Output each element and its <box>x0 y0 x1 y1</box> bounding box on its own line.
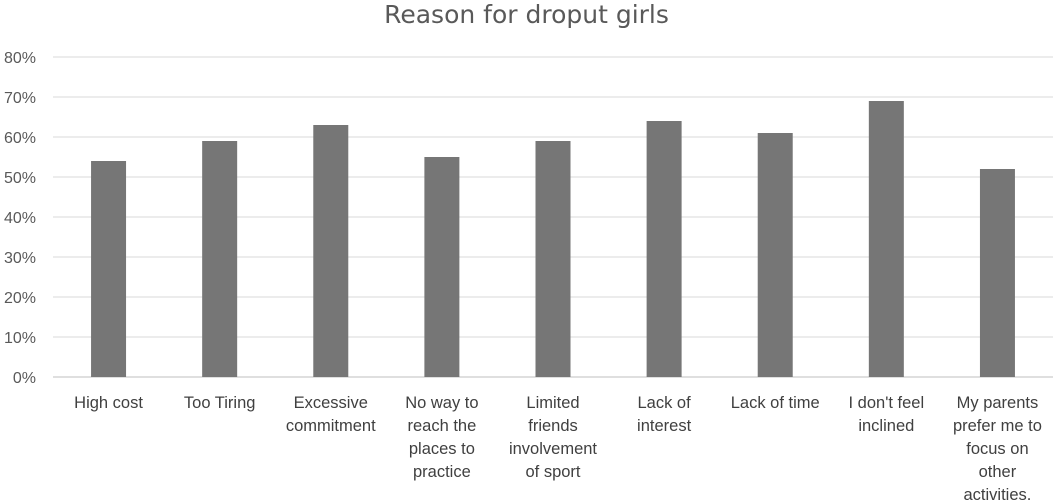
y-tick-label: 0% <box>13 370 36 387</box>
bar <box>535 141 571 377</box>
y-tick-label: 30% <box>4 250 36 267</box>
x-category-label: I don't feel inclined <box>849 394 925 435</box>
x-category-label: Limited friends involvement of sport <box>509 394 597 481</box>
y-axis-ticks: 0% 10% 20% 30% 40% 50% 60% 70% 80% <box>4 50 36 387</box>
x-category-label: My parents prefer me to focus on other activ… <box>953 394 1042 504</box>
chart-title: Reason for droput girls <box>384 0 669 29</box>
bar <box>868 101 904 377</box>
y-tick-label: 10% <box>4 330 36 347</box>
bar <box>757 133 793 377</box>
bar <box>979 169 1015 377</box>
y-tick-label: 20% <box>4 290 36 307</box>
x-category-label: Lack of time <box>731 394 820 412</box>
bar <box>646 121 682 377</box>
bar <box>202 141 238 377</box>
bar <box>91 161 127 377</box>
x-category-label: High cost <box>74 394 143 412</box>
x-category-label: No way to reach the places to practice <box>405 394 478 481</box>
x-category-label: Excessive commitment <box>286 394 376 435</box>
bars <box>91 101 1015 377</box>
x-category-label: Lack of interest <box>637 394 692 435</box>
y-tick-label: 50% <box>4 170 36 187</box>
y-tick-label: 80% <box>4 50 36 67</box>
bar <box>313 125 349 377</box>
y-tick-label: 60% <box>4 130 36 147</box>
bar <box>424 157 460 377</box>
x-axis-labels: High cost Too Tiring Excessive commitment No… <box>74 394 1042 504</box>
y-tick-label: 40% <box>4 210 36 227</box>
y-tick-label: 70% <box>4 90 36 107</box>
x-category-label: Too Tiring <box>184 394 256 412</box>
